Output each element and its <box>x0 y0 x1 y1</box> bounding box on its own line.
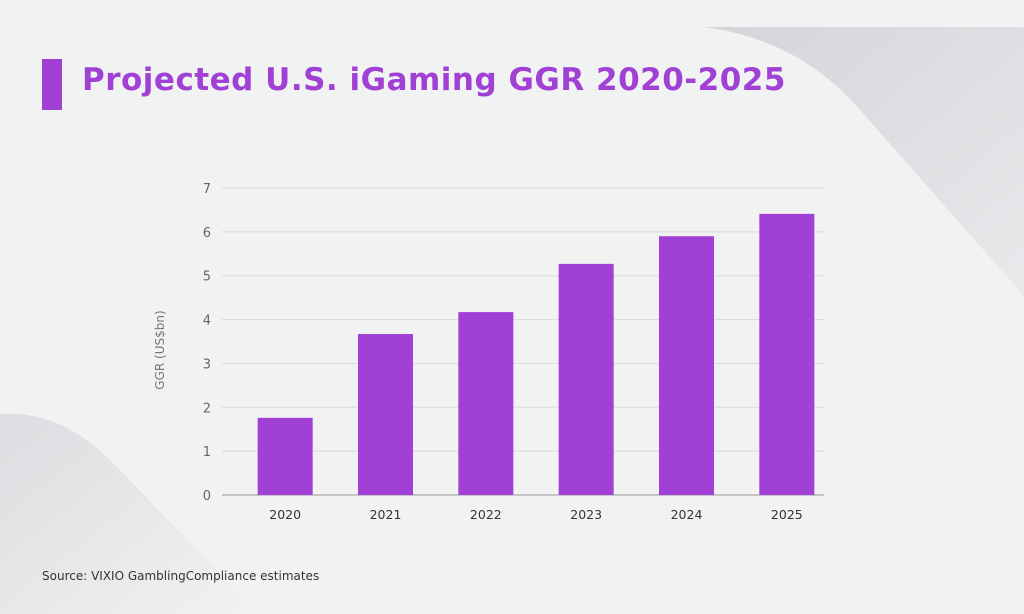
title-accent-bar <box>42 59 62 110</box>
y-tick-label: 6 <box>203 226 211 241</box>
bar-2023 <box>558 263 614 495</box>
bar-2024 <box>659 236 714 495</box>
bar-2022 <box>458 312 514 495</box>
source-note: Source: VIXIO GamblingCompliance estimat… <box>42 569 320 583</box>
y-tick-label: 3 <box>203 357 211 372</box>
x-tick-label: 2022 <box>470 507 502 522</box>
y-tick-label: 1 <box>203 445 211 460</box>
x-tick-label: 2023 <box>570 507 602 522</box>
bar-2021 <box>358 334 413 495</box>
y-tick-label: 7 <box>203 182 211 197</box>
bar-2020 <box>257 417 313 495</box>
x-tick-label: 2025 <box>771 507 803 522</box>
y-tick-label: 5 <box>203 270 211 285</box>
x-tick-label: 2020 <box>269 507 301 522</box>
chart-title: Projected U.S. iGaming GGR 2020-2025 <box>82 62 786 98</box>
x-tick-label: 2021 <box>370 507 402 522</box>
x-tick-label: 2024 <box>671 507 703 522</box>
bar-2025 <box>759 213 815 495</box>
y-axis-label: GGR (US$bn) <box>153 310 167 389</box>
y-tick-label: 0 <box>203 489 211 504</box>
y-tick-label: 4 <box>203 314 211 329</box>
y-tick-label: 2 <box>203 401 211 416</box>
